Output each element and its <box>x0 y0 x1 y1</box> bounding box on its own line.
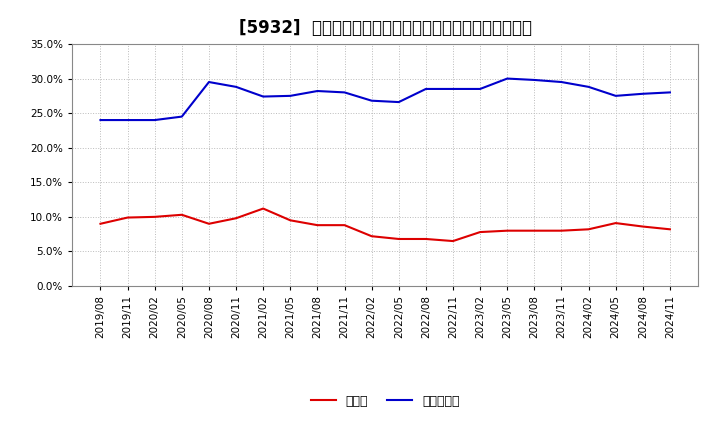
現頲金 <box>665 227 674 232</box>
有利子負債 <box>232 84 240 89</box>
現頲金 <box>584 227 593 232</box>
現頲金 <box>530 228 539 233</box>
現頲金 <box>96 221 105 227</box>
現頲金 <box>286 218 294 223</box>
有利子負債 <box>259 94 268 99</box>
現頲金 <box>639 224 647 229</box>
有利子負債 <box>367 98 376 103</box>
有利子負債 <box>421 86 430 92</box>
有利子負債 <box>476 86 485 92</box>
現頲金 <box>150 214 159 220</box>
現頲金 <box>313 223 322 228</box>
有利子負債 <box>503 76 511 81</box>
現頲金 <box>123 215 132 220</box>
有利子負債 <box>611 93 620 99</box>
現頲金 <box>232 216 240 221</box>
有利子負債 <box>286 93 294 99</box>
Legend: 現頲金, 有利子負債: 現頲金, 有利子負債 <box>306 390 464 413</box>
有利子負債 <box>665 90 674 95</box>
有利子負債 <box>557 79 566 84</box>
現頲金 <box>341 223 349 228</box>
現頲金 <box>259 206 268 211</box>
有利子負債 <box>123 117 132 123</box>
有利子負債 <box>530 77 539 83</box>
Line: 有利子負債: 有利子負債 <box>101 79 670 120</box>
有利子負債 <box>639 91 647 96</box>
現頲金 <box>367 234 376 239</box>
有利子負債 <box>449 86 457 92</box>
現頲金 <box>503 228 511 233</box>
有利子負債 <box>96 117 105 123</box>
有利子負債 <box>395 99 403 105</box>
有利子負債 <box>313 88 322 94</box>
現頲金 <box>611 220 620 226</box>
有利子負債 <box>341 90 349 95</box>
現頲金 <box>476 229 485 235</box>
有利子負債 <box>204 79 213 84</box>
現頲金 <box>421 236 430 242</box>
現頲金 <box>395 236 403 242</box>
Line: 現頲金: 現頲金 <box>101 209 670 241</box>
現頲金 <box>557 228 566 233</box>
有利子負債 <box>178 114 186 119</box>
Title: [5932]  現頲金、有利子負債の総資産に対する比率の推移: [5932] 現頲金、有利子負債の総資産に対する比率の推移 <box>239 19 531 37</box>
有利子負債 <box>150 117 159 123</box>
有利子負債 <box>584 84 593 89</box>
現頲金 <box>204 221 213 227</box>
現頲金 <box>449 238 457 244</box>
現頲金 <box>178 212 186 217</box>
